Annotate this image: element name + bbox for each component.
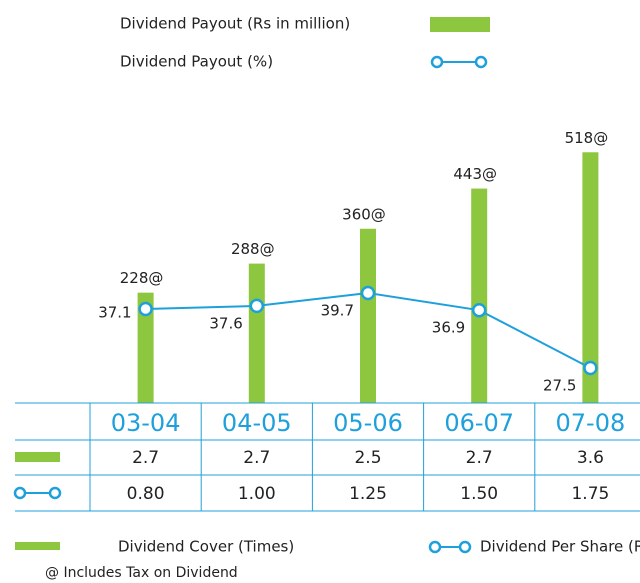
table-cell: 2.5: [354, 448, 381, 468]
line-point: [249, 298, 265, 314]
line-point: [583, 360, 598, 376]
bar-value-label: 518@: [565, 129, 609, 147]
legend-swatch: [474, 55, 488, 69]
row-marker: [48, 486, 62, 500]
table-cell: 2.7: [132, 448, 159, 468]
x-tick-label: 06-07: [444, 409, 514, 437]
legend-swatch: [15, 542, 60, 550]
table-cell: 1.00: [238, 484, 276, 504]
line-value-label: 27.5: [543, 376, 576, 394]
line-value-label: 37.6: [209, 314, 242, 332]
table-cell: 2.7: [466, 448, 493, 468]
bar-value-label: 360@: [342, 205, 386, 223]
bar: [248, 263, 265, 403]
bar-value-label: 228@: [120, 269, 164, 287]
line-point: [471, 302, 487, 318]
legend-swatch: [458, 540, 472, 554]
table-cell: 1.50: [460, 484, 498, 504]
x-tick-label: 03-04: [111, 409, 181, 437]
table-cell: 1.75: [571, 484, 609, 504]
bar: [360, 228, 376, 403]
line-value-label: 39.7: [321, 301, 354, 319]
table-cell: 3.6: [577, 448, 604, 468]
footnote: @ Includes Tax on Dividend: [45, 565, 238, 581]
line-value-label: 36.9: [432, 319, 465, 337]
bar: [471, 188, 488, 403]
table-cell: 1.25: [349, 484, 387, 504]
x-tick-label: 05-06: [333, 409, 403, 437]
line-point: [360, 285, 376, 301]
legend-label: Dividend Cover (Times): [118, 538, 294, 556]
table-cell: 0.80: [127, 484, 165, 504]
row-marker: [15, 452, 60, 462]
x-tick-label: 04-05: [222, 409, 292, 437]
legend-swatch: [430, 55, 444, 69]
row-marker: [13, 486, 27, 500]
legend-swatch: [428, 540, 442, 554]
bar: [137, 292, 154, 403]
line-value-label: 37.1: [98, 303, 131, 321]
legend-swatch: [430, 17, 490, 32]
bar-value-label: 443@: [453, 165, 497, 183]
legend-label: Dividend Per Share (Rs): [480, 538, 640, 556]
legend-label: Dividend Payout (%): [120, 53, 273, 71]
x-tick-label: 07-08: [556, 409, 626, 437]
line-point: [138, 301, 153, 317]
bar-value-label: 288@: [231, 240, 275, 258]
legend-label: Dividend Payout (Rs in million): [120, 15, 350, 33]
table-cell: 2.7: [243, 448, 270, 468]
bar: [582, 152, 599, 403]
